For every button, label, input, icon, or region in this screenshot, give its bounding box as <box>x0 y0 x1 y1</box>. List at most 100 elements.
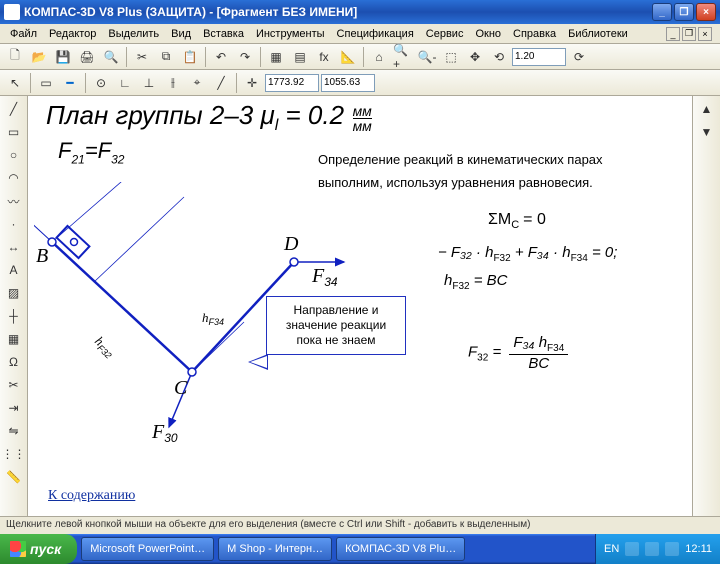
taskbar-item-kompas[interactable]: КОМПАС-3D V8 Plu… <box>336 537 465 561</box>
print-icon[interactable]: 🖨 <box>76 46 98 68</box>
menu-spec[interactable]: Спецификация <box>331 28 420 40</box>
geom-spline-icon[interactable]: 〰 <box>2 190 26 212</box>
refresh-icon[interactable]: ⟳ <box>568 46 590 68</box>
style-icon[interactable]: ━ <box>59 72 81 94</box>
doc-min-button[interactable]: _ <box>666 27 680 41</box>
hatch-icon[interactable]: ▨ <box>2 282 26 304</box>
menu-window[interactable]: Окно <box>469 28 507 40</box>
tool-d-icon[interactable]: 📐 <box>337 46 359 68</box>
view-b-icon[interactable]: ▼ <box>695 121 719 143</box>
snap-b-icon[interactable]: ∟ <box>114 72 136 94</box>
paste-icon[interactable]: 📋 <box>179 46 201 68</box>
properties-toolbar: ↖ ▭ ━ ⊙ ∟ ⊥ ⫲ ⌖ ╱ ✛ <box>0 70 720 96</box>
separator <box>363 47 364 67</box>
measure-icon[interactable]: 📏 <box>2 466 26 488</box>
tool-a-icon[interactable]: ▦ <box>265 46 287 68</box>
window-titlebar: КОМПАС-3D V8 Plus (ЗАЩИТА) - [Фрагмент Б… <box>0 0 720 24</box>
close-button[interactable]: × <box>696 3 716 21</box>
undo-icon[interactable]: ↶ <box>210 46 232 68</box>
save-icon[interactable]: 💾 <box>52 46 74 68</box>
doc-restore-button[interactable]: ❐ <box>682 27 696 41</box>
tray-icon[interactable] <box>665 542 679 556</box>
windows-taskbar: пуск Microsoft PowerPoint… M Shop - Инте… <box>0 534 720 564</box>
preview-icon[interactable]: 🔍 <box>100 46 122 68</box>
new-icon[interactable]: 🗋 <box>4 46 26 68</box>
edit-extend-icon[interactable]: ⇥ <box>2 397 26 419</box>
snap-d-icon[interactable]: ⫲ <box>162 72 184 94</box>
callout-text: Направление и значение реакции пока не з… <box>286 303 386 347</box>
rotate-icon[interactable]: ⟲ <box>488 46 510 68</box>
geom-point-icon[interactable]: · <box>2 213 26 235</box>
geom-line-icon[interactable]: ╱ <box>2 98 26 120</box>
doc-close-button[interactable]: × <box>698 27 712 41</box>
tray-icon[interactable] <box>625 542 639 556</box>
menu-libs[interactable]: Библиотеки <box>562 28 634 40</box>
heading-eq: = 0.2 <box>278 100 344 130</box>
table-icon[interactable]: ▦ <box>2 328 26 350</box>
taskbar-item-powerpoint[interactable]: Microsoft PowerPoint… <box>81 537 214 561</box>
coord-y-input[interactable] <box>321 74 375 92</box>
menu-help[interactable]: Справка <box>507 28 562 40</box>
menu-edit[interactable]: Редактор <box>43 28 102 40</box>
view-a-icon[interactable]: ▲ <box>695 98 719 120</box>
cut-icon[interactable]: ✂ <box>131 46 153 68</box>
copy-icon[interactable]: ⧉ <box>155 46 177 68</box>
symbol-icon[interactable]: Ω <box>2 351 26 373</box>
snap-a-icon[interactable]: ⊙ <box>90 72 112 94</box>
edit-array-icon[interactable]: ⋮⋮ <box>2 443 26 465</box>
cursor-icon[interactable]: ↖ <box>4 72 26 94</box>
maximize-button[interactable]: ❐ <box>674 3 694 21</box>
snap-f-icon[interactable]: ╱ <box>210 72 232 94</box>
coord-icon[interactable]: ✛ <box>241 72 263 94</box>
drawing-canvas[interactable]: План группы 2–3 μl = 0.2 мм мм F21=F32 О… <box>28 96 692 516</box>
right-toolbar: ▲ ▼ <box>692 96 720 516</box>
geom-circle-icon[interactable]: ○ <box>2 144 26 166</box>
tool-c-icon[interactable]: fx <box>313 46 335 68</box>
text-icon[interactable]: A <box>2 259 26 281</box>
moment-equation: − F₃₂ · hF32 + F₃₄ · hF34 = 0; <box>438 244 617 264</box>
zoom-out-icon[interactable]: 🔍- <box>416 46 438 68</box>
tool-b-icon[interactable]: ▤ <box>289 46 311 68</box>
zoom-window-icon[interactable]: ⬚ <box>440 46 462 68</box>
menu-insert[interactable]: Вставка <box>197 28 250 40</box>
language-indicator[interactable]: EN <box>604 543 619 555</box>
tray-icon[interactable] <box>645 542 659 556</box>
taskbar-item-browser[interactable]: M Shop - Интерн… <box>218 537 332 561</box>
separator <box>205 47 206 67</box>
snap-e-icon[interactable]: ⌖ <box>186 72 208 94</box>
minimize-button[interactable]: _ <box>652 3 672 21</box>
frac-num: мм <box>353 104 372 119</box>
snap-c-icon[interactable]: ⊥ <box>138 72 160 94</box>
pan-icon[interactable]: ✥ <box>464 46 486 68</box>
zoom-fit-icon[interactable]: ⌂ <box>368 46 390 68</box>
redo-icon[interactable]: ↷ <box>234 46 256 68</box>
menu-file[interactable]: Файл <box>4 28 43 40</box>
menu-view[interactable]: Вид <box>165 28 197 40</box>
frac-den: мм <box>353 119 372 133</box>
separator <box>30 73 31 93</box>
label-f30: F30 <box>151 421 178 442</box>
zoom-in-icon[interactable]: 🔍+ <box>392 46 414 68</box>
geom-rect-icon[interactable]: ▭ <box>2 121 26 143</box>
dim-icon[interactable]: ↔ <box>2 236 26 258</box>
status-text: Щелкните левой кнопкой мыши на объекте д… <box>6 519 530 530</box>
open-icon[interactable]: 📂 <box>28 46 50 68</box>
edit-trim-icon[interactable]: ✂ <box>2 374 26 396</box>
desc-line1: Определение реакций в кинематических пар… <box>318 148 628 171</box>
separator <box>126 47 127 67</box>
doc-window-buttons: _ ❐ × <box>666 27 716 41</box>
menu-service[interactable]: Сервис <box>420 28 470 40</box>
layer-icon[interactable]: ▭ <box>35 72 57 94</box>
geom-arc-icon[interactable]: ◠ <box>2 167 26 189</box>
edit-mirror-icon[interactable]: ⇋ <box>2 420 26 442</box>
separator <box>85 73 86 93</box>
app-icon <box>4 4 20 20</box>
menu-select[interactable]: Выделить <box>102 28 165 40</box>
clock[interactable]: 12:11 <box>685 543 712 555</box>
start-button[interactable]: пуск <box>0 534 77 564</box>
zoom-value-input[interactable] <box>512 48 566 66</box>
contents-link[interactable]: К содержанию <box>48 488 135 504</box>
axis-icon[interactable]: ┼ <box>2 305 26 327</box>
coord-x-input[interactable] <box>265 74 319 92</box>
menu-tools[interactable]: Инструменты <box>250 28 331 40</box>
